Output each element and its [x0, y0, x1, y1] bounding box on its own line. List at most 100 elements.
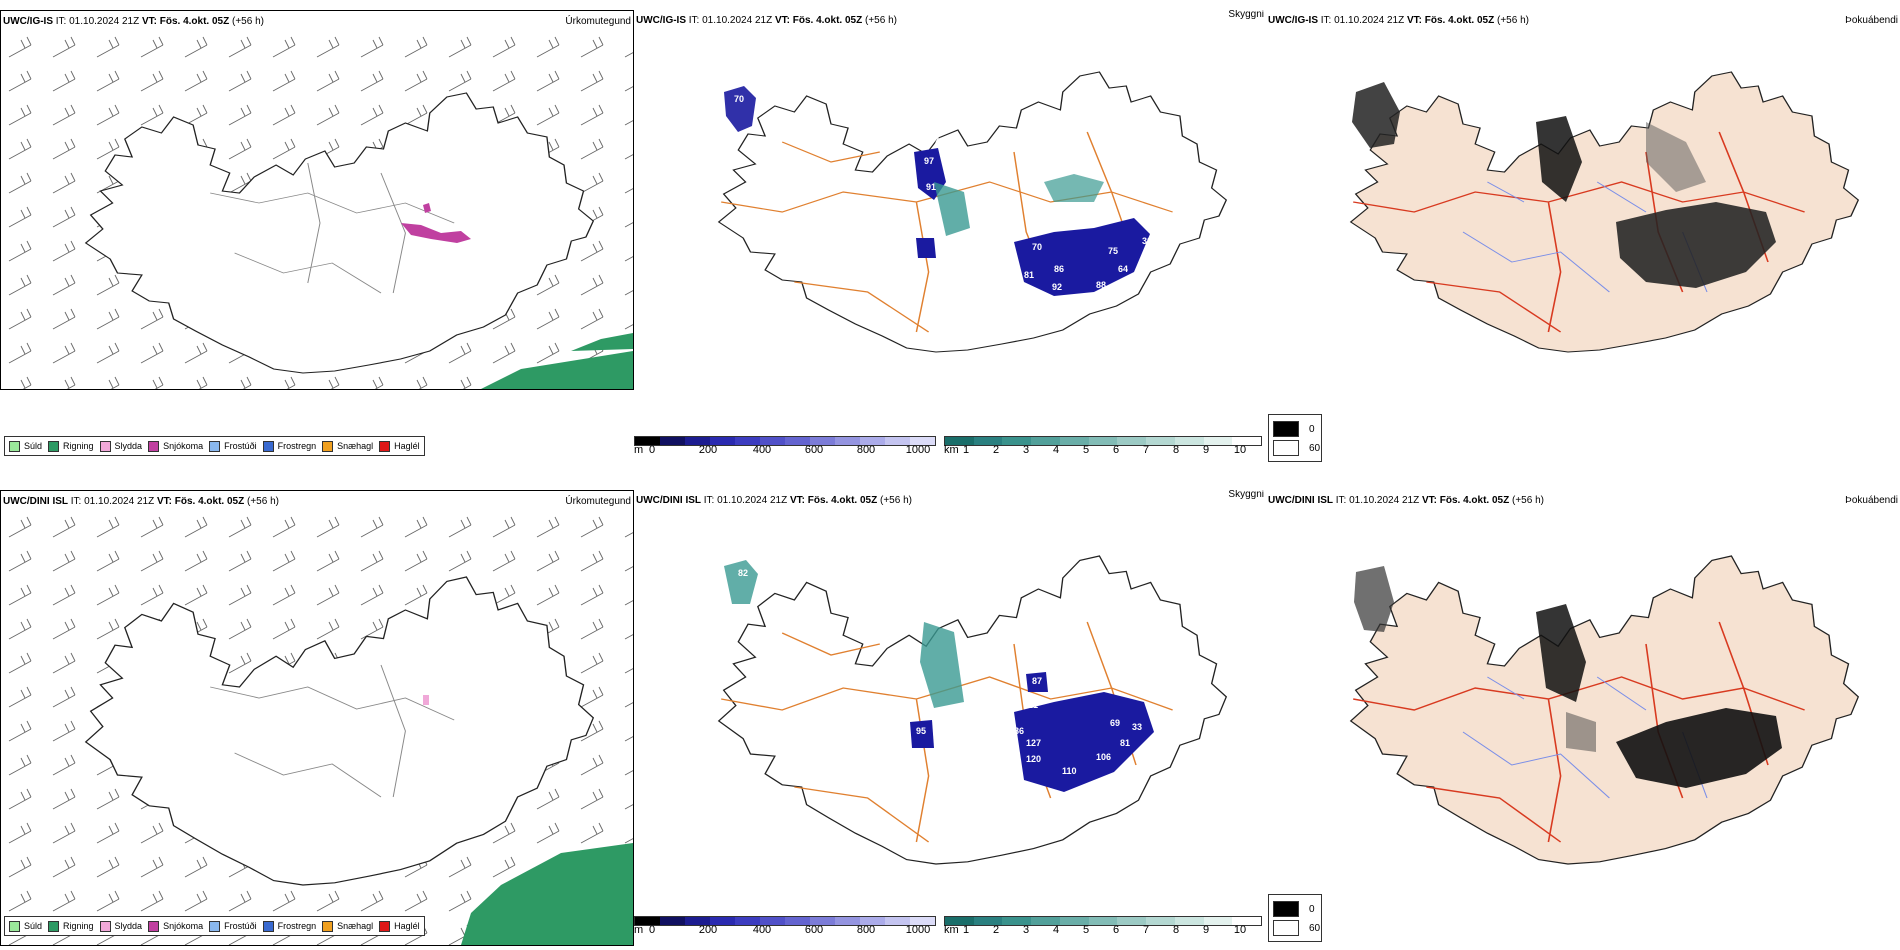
legend-swatch-frostregn: [262, 920, 274, 932]
legend-item: Frostregn: [262, 440, 316, 452]
scale-tick: 1000: [905, 924, 931, 936]
visibility-colorbar: [944, 916, 1262, 926]
cloud-value-label: 110: [1062, 766, 1077, 776]
it-label: IT:: [1335, 495, 1347, 506]
panel-title: Skyggni: [1228, 490, 1264, 500]
legend-swatch-slydda: [99, 920, 111, 932]
scale-tick: 800: [856, 924, 876, 936]
legend-swatch-frostudi: [209, 440, 221, 452]
scale-tick: 400: [752, 444, 772, 456]
cloud-value-label: 69: [1110, 718, 1121, 728]
legend-item: Súld: [9, 920, 42, 932]
cloud-value-label: 86: [1054, 264, 1065, 274]
legend-swatch-sudl: [9, 920, 20, 932]
scale-tick: 9: [1202, 924, 1210, 936]
scale-unit: m: [634, 924, 644, 936]
legend-swatch-hagl: [379, 440, 391, 452]
lead-time: (+56 h): [880, 495, 912, 506]
scale-tick: 8: [1172, 924, 1180, 936]
legend-swatch-sudl: [9, 440, 20, 452]
scale-tick: 9: [1202, 444, 1210, 456]
scale-tick: 0: [648, 444, 656, 456]
scale-tick: 8: [1172, 444, 1180, 456]
scale-tick: 1: [962, 924, 970, 936]
lead-time: (+56 h): [1497, 15, 1529, 26]
legend-swatch-snjokoma: [148, 440, 160, 452]
precip-legend-top: Súld Rigning Slydda Snjókoma Frostúði Fr…: [4, 436, 425, 456]
rain-area: [461, 843, 633, 945]
cloud-value-label: 81: [1120, 738, 1131, 748]
cloud-value-label: 87: [1032, 676, 1043, 686]
panel-title: Skyggni: [1228, 10, 1264, 20]
scale-tick: 6: [1112, 924, 1120, 936]
fog-legend-row: 60: [1273, 920, 1320, 936]
it-label: IT:: [1320, 15, 1332, 26]
precip-map: [1, 513, 633, 945]
legend-item: Súld: [9, 440, 42, 452]
legend-item: Frostúði: [209, 440, 257, 452]
cloud-value-label: 33: [1132, 722, 1143, 732]
precip-panel-bottom: UWC/DINI ISL IT: 01.10.2024 21Z VT: Fös.…: [0, 490, 634, 946]
cloud-map: [718, 71, 1227, 353]
scale-unit: km: [944, 924, 959, 936]
iceland-outline: [85, 92, 594, 374]
legend-item: Frostregn: [262, 920, 316, 932]
fog-legend-row: 0: [1273, 901, 1315, 917]
panel-title: Þokuábendi: [1845, 15, 1898, 26]
scale-tick: 5: [1082, 444, 1090, 456]
scale-tick: 1000: [905, 444, 931, 456]
model-name: UWC/DINI ISL: [636, 495, 701, 506]
cloud-value-label: 120: [1026, 754, 1042, 764]
vt-value: Fös. 4.okt. 05Z: [1424, 15, 1495, 26]
panel-header: UWC/IG-IS IT: 01.10.2024 21Z VT: Fös. 4.…: [1266, 10, 1900, 32]
fog-swatch: [1273, 920, 1299, 936]
fog-legend-bottom: 0 60: [1268, 894, 1322, 942]
fog-legend-row: 60: [1273, 440, 1320, 456]
precip-panel-top: UWC/IG-IS IT: 01.10.2024 21Z VT: Fös. 4.…: [0, 10, 634, 390]
scale-tick: 10: [1233, 924, 1247, 936]
legend-item: Rigning: [48, 440, 94, 452]
ceiling-colorbar: [634, 436, 936, 446]
scale-tick: 3: [1022, 444, 1030, 456]
it-value: 01.10.2024 21Z: [702, 15, 773, 26]
model-name: UWC/DINI ISL: [1268, 495, 1333, 506]
lead-time: (+56 h): [865, 15, 897, 26]
cloud-value-label: 91: [926, 182, 937, 192]
scale-tick: 4: [1052, 924, 1060, 936]
cloud-value-label: 70: [734, 94, 745, 104]
panel-header: UWC/DINI ISL IT: 01.10.2024 21Z VT: Fös.…: [1, 491, 633, 513]
cloud-value-label: 30: [1142, 236, 1153, 246]
it-label: IT:: [55, 16, 67, 27]
vt-value: Fös. 4.okt. 05Z: [1439, 495, 1510, 506]
it-label: IT:: [70, 496, 82, 507]
precip-legend-bottom: Súld Rigning Slydda Snjókoma Frostúði Fr…: [4, 916, 425, 936]
it-value: 01.10.2024 21Z: [69, 16, 140, 27]
model-name: UWC/IG-IS: [636, 15, 686, 26]
legend-item: Snæhagl: [322, 440, 373, 452]
legend-swatch-hagl: [379, 920, 391, 932]
legend-swatch-frostregn: [262, 440, 274, 452]
ceiling-colorbar: [634, 916, 936, 926]
legend-swatch-rigning: [48, 440, 60, 452]
scale-tick: 800: [856, 444, 876, 456]
fog-map: [1350, 71, 1859, 353]
scale-tick: 1: [962, 444, 970, 456]
lead-time: (+56 h): [247, 496, 279, 507]
cloud-value-label: 21: [1028, 700, 1039, 710]
it-value: 01.10.2024 21Z: [1334, 15, 1405, 26]
cloud-value-label: 88: [1096, 280, 1107, 290]
legend-item: Slydda: [99, 920, 142, 932]
scale-tick: 6: [1112, 444, 1120, 456]
legend-item: Haglél: [379, 440, 420, 452]
panel-header: UWC/DINI ISL IT: 01.10.2024 21Z VT: Fös.…: [1266, 490, 1900, 512]
legend-item: Frostúði: [209, 920, 257, 932]
model-name: UWC/IG-IS: [1268, 15, 1318, 26]
legend-swatch-snaehagl: [322, 920, 334, 932]
model-name: UWC/IG-IS: [3, 16, 53, 27]
panel-header: UWC/IG-IS IT: 01.10.2024 21Z VT: Fös. 4.…: [1, 11, 633, 33]
scale-tick: 600: [804, 924, 824, 936]
ceiling-scale-bottom: m 0 200 400 600 800 1000: [634, 916, 936, 940]
visibility-colorbar: [944, 436, 1262, 446]
snow-area: [423, 203, 431, 213]
scale-tick: 10: [1233, 444, 1247, 456]
